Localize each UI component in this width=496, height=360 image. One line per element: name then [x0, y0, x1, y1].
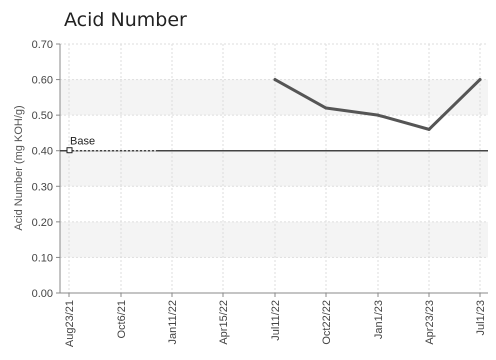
x-tick-label: Jul11/22: [270, 300, 282, 341]
y-tick-label: 0.10: [32, 252, 53, 264]
grid-band: [60, 44, 488, 80]
chart-title: Acid Number: [64, 9, 187, 31]
grid-band: [60, 115, 488, 151]
x-tick-label: Jul1/23: [475, 300, 487, 335]
data-point: [427, 127, 431, 131]
grid-band: [60, 150, 488, 187]
x-tick-label: Oct22/22: [321, 300, 333, 345]
x-grid-lines: [68, 44, 481, 293]
data-point: [376, 113, 380, 117]
y-tick-label: 0.20: [32, 217, 53, 229]
grid-band: [60, 257, 488, 293]
x-ticks: Aug23/21 Oct6/21 Jan11/22 Apr15/22 Jul11/22 O…: [64, 293, 487, 347]
x-tick-label: Jan11/22: [167, 300, 179, 344]
grid-band: [60, 221, 488, 258]
x-tick-label: Oct6/21: [116, 300, 128, 339]
series: [273, 78, 482, 131]
x-tick-label: Apr23/23: [424, 300, 436, 345]
data-point: [478, 78, 482, 82]
axes: [59, 43, 488, 294]
y-tick-label: 0.60: [32, 75, 53, 87]
x-tick-label: Aug23/21: [64, 300, 76, 347]
data-point: [324, 106, 328, 110]
y-tick-label: 0.30: [32, 181, 53, 193]
x-tick-label: Apr15/22: [218, 300, 230, 345]
grid-bands: [60, 44, 488, 293]
y-ticks: 0.00 0.10 0.20 0.30 0.40 0.50 0.60 0.70: [32, 39, 60, 300]
baseline: Base: [60, 136, 488, 154]
y-tick-label: 0.50: [32, 110, 53, 122]
y-tick-label: 0.70: [32, 39, 53, 51]
y-tick-label: 0.40: [32, 146, 53, 158]
baseline-label: Base: [70, 136, 95, 148]
baseline-marker: [66, 147, 73, 154]
y-tick-label: 0.00: [32, 288, 53, 300]
data-point: [273, 78, 277, 82]
grid-band: [60, 79, 488, 116]
grid-band: [60, 186, 488, 222]
y-axis-label: Acid Number (mg KOH/g): [13, 105, 25, 230]
x-tick-label: Jan1/23: [373, 300, 385, 339]
